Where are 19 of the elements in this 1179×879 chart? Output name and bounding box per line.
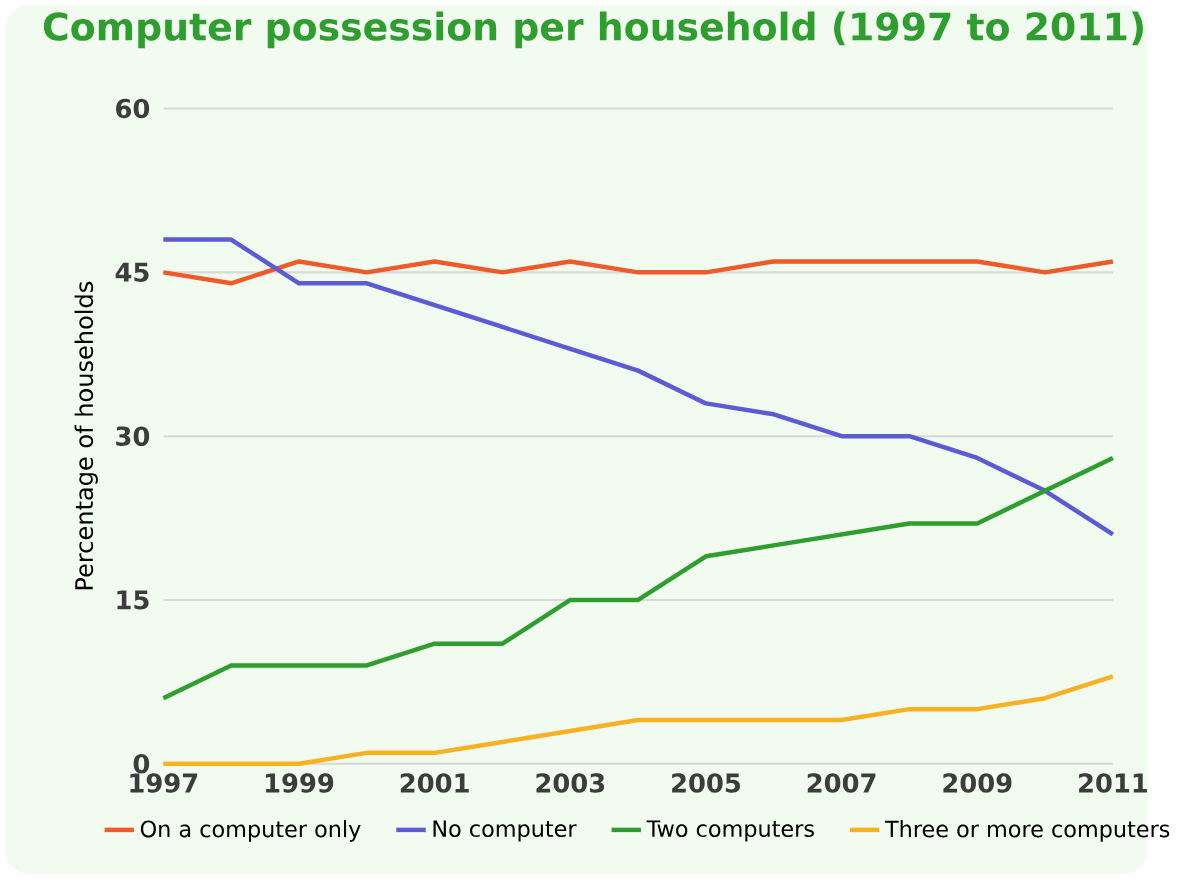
y-tick-label: 60: [116, 98, 150, 119]
x-tick-label: 1997: [130, 773, 198, 793]
y-tick-label: 15: [117, 590, 149, 610]
legend-label: No computer: [433, 820, 577, 842]
chart-title: Computer possession per household (1997 to 2011): [43, 11, 1143, 49]
y-tick-label: 0: [133, 753, 150, 774]
legend-label: Three or more computers: [884, 820, 1170, 842]
x-tick-label: 2007: [807, 773, 876, 793]
x-tick-label: 2003: [536, 773, 605, 793]
y-tick-label: 45: [115, 262, 149, 282]
y-tick-label: 30: [116, 426, 150, 446]
x-tick-label: 2011: [1079, 773, 1147, 793]
x-tick-label: 1999: [266, 773, 334, 793]
x-tick-label: 2009: [943, 773, 1012, 793]
y-axis-title: Percentage of households: [74, 281, 98, 590]
legend-label: On a computer only: [140, 820, 361, 842]
x-tick-label: 2005: [672, 773, 740, 793]
legend-label: Two computers: [646, 820, 814, 842]
x-tick-label: 2001: [400, 773, 469, 793]
